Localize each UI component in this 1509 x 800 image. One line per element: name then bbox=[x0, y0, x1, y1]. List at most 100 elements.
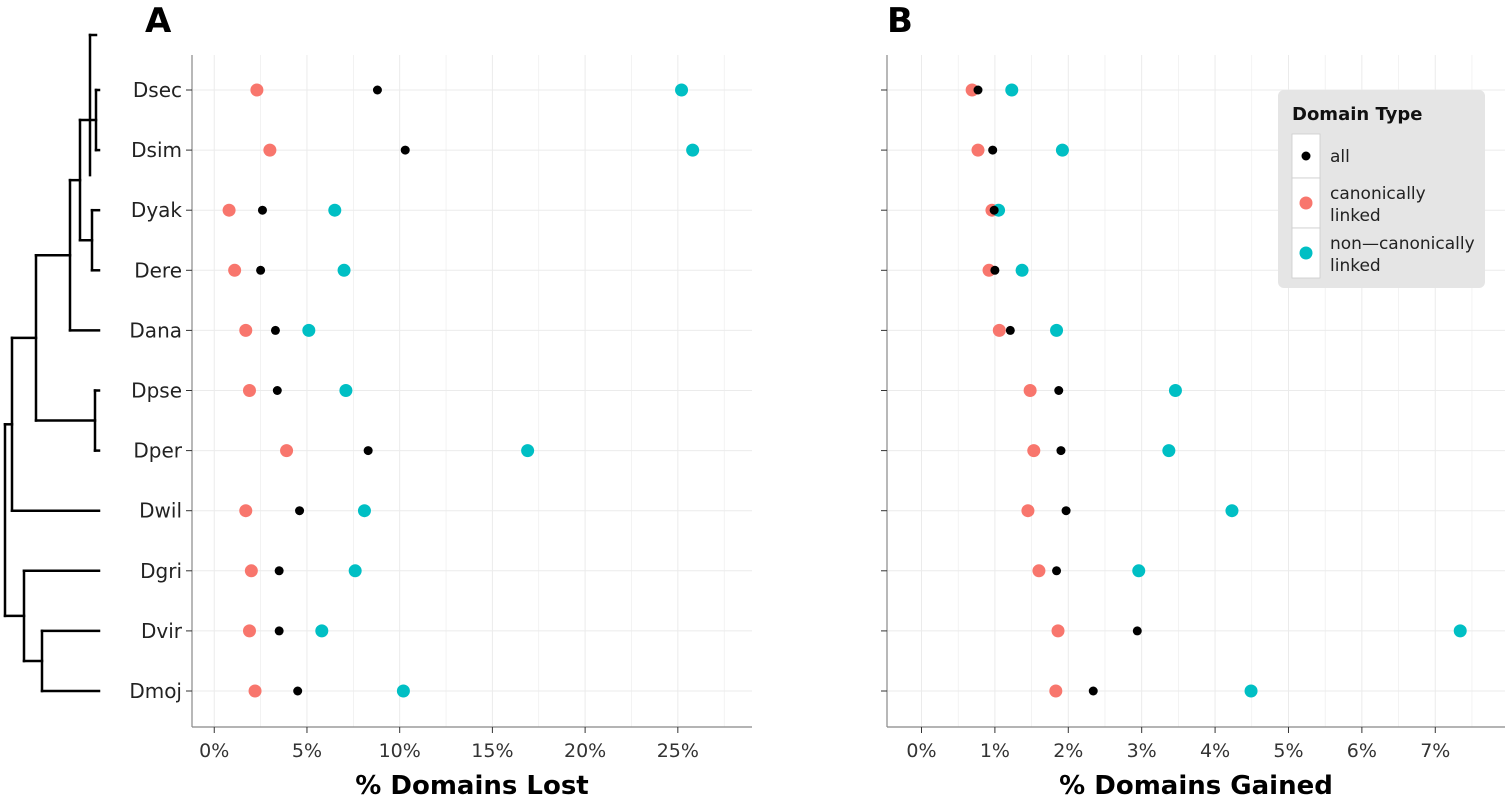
point-all-dgri bbox=[1052, 566, 1062, 576]
point-noncanonical-dwil bbox=[357, 504, 371, 518]
point-canonical-dsim bbox=[971, 143, 985, 157]
legend-label-canonical: canonically linked bbox=[1330, 184, 1426, 226]
legend-swatch-noncanonical bbox=[1299, 246, 1313, 260]
point-noncanonical-dper bbox=[1162, 444, 1176, 458]
point-noncanonical-dgri bbox=[1132, 564, 1146, 578]
point-canonical-dsec bbox=[250, 83, 264, 97]
point-canonical-dgri bbox=[1032, 564, 1046, 578]
panel-letter: B bbox=[887, 1, 913, 41]
species-label-dsim: Dsim bbox=[131, 138, 182, 162]
point-canonical-dere bbox=[228, 263, 242, 277]
point-all-dper bbox=[363, 446, 373, 456]
species-label-dere: Dere bbox=[134, 258, 182, 282]
species-label-dana: Dana bbox=[129, 318, 182, 342]
x-tick-label: 20% bbox=[564, 740, 606, 762]
species-label-dpse: Dpse bbox=[131, 379, 182, 403]
point-canonical-dana bbox=[239, 323, 253, 337]
panel-a: A Dsec Dsim Dyak Dere Dana Dpse Dper Dwil Dgri Dvi… bbox=[129, 1, 752, 800]
species-label-dyak: Dyak bbox=[131, 198, 182, 222]
point-noncanonical-dper bbox=[521, 444, 535, 458]
point-noncanonical-dsim bbox=[1055, 143, 1069, 157]
x-tick-label: 0% bbox=[906, 740, 936, 762]
point-all-dvir bbox=[1132, 626, 1142, 636]
point-noncanonical-dmoj bbox=[1244, 684, 1258, 698]
point-all-dyak bbox=[257, 205, 267, 215]
legend-label-line: linked bbox=[1330, 206, 1381, 226]
x-tick-label: 5% bbox=[1273, 740, 1303, 762]
point-noncanonical-dgri bbox=[348, 564, 362, 578]
species-label-dwil: Dwil bbox=[139, 499, 182, 523]
x-tick-label: 4% bbox=[1200, 740, 1230, 762]
species-label-dmoj: Dmoj bbox=[129, 679, 182, 703]
point-all-dana bbox=[1005, 325, 1015, 335]
species-label-dsec: Dsec bbox=[133, 78, 182, 102]
x-tick-label: 10% bbox=[379, 740, 421, 762]
point-noncanonical-dvir bbox=[315, 624, 329, 638]
point-canonical-dmoj bbox=[248, 684, 262, 698]
panel-letter: A bbox=[145, 1, 172, 41]
legend-swatch-canonical bbox=[1299, 196, 1313, 210]
legend-label-line: non—canonically bbox=[1330, 234, 1475, 254]
x-axis-title: % Domains Gained bbox=[1059, 771, 1333, 800]
point-all-dpse bbox=[272, 386, 282, 395]
point-all-dsim bbox=[988, 145, 998, 155]
point-all-dgri bbox=[274, 566, 284, 576]
point-all-dyak bbox=[989, 205, 999, 215]
x-tick-label: 1% bbox=[980, 740, 1010, 762]
point-all-dere bbox=[256, 265, 266, 275]
point-noncanonical-dere bbox=[1015, 263, 1029, 277]
point-noncanonical-dana bbox=[302, 323, 316, 337]
panel-b: B 0% 1% 2% 3% 4% 5% 6% 7% % Domains Gained bbox=[881, 1, 1505, 800]
legend-box bbox=[1278, 90, 1485, 288]
point-canonical-dper bbox=[280, 444, 294, 458]
legend-label-line: canonically bbox=[1330, 184, 1426, 204]
legend-label-line: all bbox=[1330, 147, 1350, 167]
point-all-dwil bbox=[1061, 506, 1071, 516]
point-noncanonical-dsec bbox=[675, 83, 689, 97]
legend-title: Domain Type bbox=[1292, 104, 1422, 125]
point-canonical-dwil bbox=[239, 504, 253, 518]
x-tick-label: 2% bbox=[1053, 740, 1083, 762]
legend-swatch-all bbox=[1301, 151, 1311, 161]
point-noncanonical-dsim bbox=[686, 143, 700, 157]
x-tick-label: 5% bbox=[292, 740, 322, 762]
species-label-dgri: Dgri bbox=[140, 559, 182, 583]
point-all-dsec bbox=[372, 85, 382, 95]
point-canonical-dwil bbox=[1021, 504, 1035, 518]
legend: Domain Type all canonically linked non—canon… bbox=[1278, 90, 1485, 288]
point-all-dmoj bbox=[1088, 686, 1098, 696]
x-tick-label: 7% bbox=[1420, 740, 1450, 762]
x-tick-label: 15% bbox=[471, 740, 513, 762]
point-all-dana bbox=[270, 325, 280, 335]
species-label-dvir: Dvir bbox=[141, 619, 183, 643]
point-all-dwil bbox=[295, 506, 305, 516]
point-all-dvir bbox=[274, 626, 284, 636]
point-noncanonical-dana bbox=[1050, 323, 1064, 337]
species-label-dper: Dper bbox=[133, 439, 182, 463]
point-noncanonical-dere bbox=[337, 263, 351, 277]
x-tick-label: 0% bbox=[199, 740, 229, 762]
point-all-dper bbox=[1056, 446, 1066, 456]
legend-label-noncanonical: non—canonically linked bbox=[1330, 234, 1475, 276]
point-canonical-dana bbox=[992, 323, 1006, 337]
point-noncanonical-dpse bbox=[1168, 384, 1182, 397]
point-noncanonical-dwil bbox=[1225, 504, 1239, 518]
point-all-dsec bbox=[973, 85, 983, 95]
point-canonical-dsim bbox=[263, 143, 277, 157]
point-canonical-dmoj bbox=[1049, 684, 1063, 698]
point-canonical-dvir bbox=[1051, 624, 1065, 638]
point-all-dere bbox=[990, 265, 1000, 275]
point-canonical-dpse bbox=[1023, 384, 1037, 397]
point-canonical-dpse bbox=[242, 384, 256, 397]
legend-label-all: all bbox=[1330, 147, 1350, 167]
x-axis-title: % Domains Lost bbox=[355, 771, 588, 800]
legend-key-noncanonical bbox=[1291, 227, 1321, 279]
point-noncanonical-dmoj bbox=[396, 684, 410, 698]
x-tick-label: 3% bbox=[1127, 740, 1157, 762]
point-canonical-dgri bbox=[244, 564, 258, 578]
point-all-dsim bbox=[400, 145, 410, 155]
x-tick-label: 6% bbox=[1347, 740, 1377, 762]
point-noncanonical-dvir bbox=[1453, 624, 1467, 638]
